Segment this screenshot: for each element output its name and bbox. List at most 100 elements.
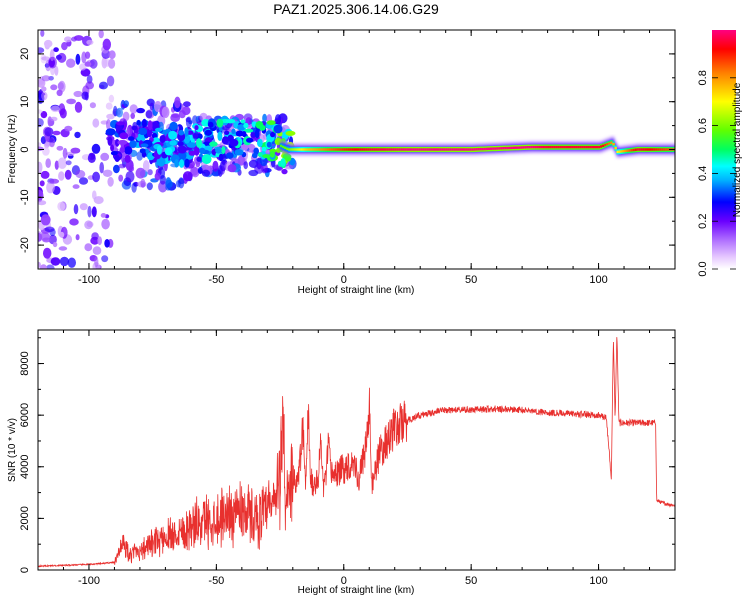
- ridge-core-segment: [618, 150, 621, 153]
- spectrogram-blob: [89, 59, 98, 69]
- ridge-core-segment: [653, 148, 656, 151]
- spectrogram-blob: [73, 204, 79, 215]
- ridge-core-segment: [459, 148, 462, 151]
- spectrogram-blob: [44, 127, 54, 137]
- ridge-core-segment: [408, 148, 411, 151]
- spectrogram-blob: [41, 56, 51, 61]
- spectrogram-blob: [190, 166, 199, 176]
- spectrogram-blob: [59, 108, 67, 119]
- ridge-core-segment: [647, 148, 650, 151]
- spectrogram-blob: [62, 147, 68, 159]
- ridge-core-segment: [608, 142, 611, 145]
- spectrogram-blob: [101, 218, 110, 230]
- ridge-core-segment: [640, 148, 644, 151]
- spectrogram-blob: [231, 128, 236, 134]
- spectrogram-blob: [81, 91, 89, 100]
- spectrogram-blob: [215, 146, 222, 154]
- ridge-core-segment: [314, 148, 318, 151]
- ridge-core-segment: [441, 148, 444, 151]
- ridge-core-segment: [292, 148, 295, 151]
- spectrogram-blob: [280, 158, 286, 167]
- spectrogram-blob: [285, 130, 296, 136]
- spectrogram-blob: [224, 130, 230, 135]
- spectrogram-blob: [251, 152, 258, 159]
- ridge-core-segment: [361, 148, 365, 151]
- ridge-core-segment: [463, 148, 466, 151]
- spectrogram-blob: [43, 39, 53, 48]
- snr-y-axis-label: SNR (10 * v/v): [7, 418, 18, 482]
- ridge-core-segment: [530, 145, 534, 149]
- spectrogram-blob: [188, 150, 196, 156]
- spectrogram-blob: [195, 161, 201, 168]
- spectrogram-blob: [273, 124, 283, 134]
- spectrogram-blob: [108, 58, 116, 69]
- spectrogram-blob: [217, 165, 223, 177]
- colorbar-ticks: 0.0 0.2 0.4 0.6 0.8: [697, 70, 736, 277]
- snr-frame: [37, 329, 676, 571]
- spectrogram-blob: [56, 145, 64, 151]
- spectrogram-blob: [140, 143, 149, 148]
- spectrogram-blob: [197, 167, 203, 174]
- ridge-core-segment: [373, 148, 377, 151]
- spectrogram-blob: [40, 214, 51, 226]
- spectrogram-blob: [147, 120, 153, 131]
- spectrogram-blob: [212, 160, 219, 172]
- ridge-core-segment: [435, 148, 438, 151]
- ridge-core-segment: [516, 146, 519, 149]
- x-tick-label: 100: [589, 274, 607, 286]
- spectrogram-blob: [58, 246, 68, 251]
- ridge-core-segment: [569, 145, 572, 149]
- spectrogram-blob: [262, 113, 267, 123]
- spectrogram-blob: [207, 121, 214, 128]
- spectrogram-blob: [53, 47, 59, 53]
- snr-x-ticks: -100 -50 0 50 100: [37, 330, 676, 587]
- spectrogram-blob: [50, 116, 58, 122]
- spectrogram-blob: [229, 139, 239, 147]
- spectrogram-blob: [243, 122, 249, 129]
- spectrogram-blob: [235, 130, 244, 137]
- ridge-core-segment: [571, 145, 575, 149]
- ridge-core-segment: [371, 148, 375, 151]
- y-tick-label: 20: [19, 48, 31, 60]
- ridge-core-segment: [294, 148, 297, 151]
- spectrogram-blob: [184, 127, 189, 137]
- spectrogram-blob: [145, 110, 153, 119]
- ridge-core-segment: [410, 148, 413, 151]
- ridge-core-segment: [612, 143, 615, 146]
- spectrogram-blob: [48, 56, 57, 69]
- ridge-core-segment: [445, 148, 448, 151]
- colorbar: 0.0 0.2 0.4 0.6 0.8 Normalized spectral ampl…: [697, 30, 743, 277]
- spectrogram-blob: [110, 151, 118, 156]
- spectrogram-blob: [81, 51, 87, 64]
- spectrogram-blob: [183, 134, 191, 144]
- ridge-core-segment: [288, 148, 291, 151]
- spectrogram-blob: [75, 53, 81, 65]
- ridge-core-segment: [404, 148, 407, 151]
- spectrogram-blob: [169, 121, 178, 131]
- x-tick-label: 50: [465, 575, 477, 587]
- ridge-core-segment: [504, 146, 507, 150]
- ridge-core-segment: [406, 148, 409, 151]
- ridge-core-segment: [543, 145, 546, 149]
- ridge-core-segment: [347, 148, 350, 151]
- spectrogram-blob: [117, 140, 128, 145]
- spectrogram-blob: [87, 205, 92, 218]
- ridge-core-segment: [426, 148, 430, 151]
- ridge-core-segment: [606, 143, 609, 146]
- ridge-core-segment: [306, 148, 310, 151]
- ridge-core-segment: [390, 148, 393, 151]
- spectrogram-blob: [217, 131, 223, 141]
- spectrogram-blob: [118, 163, 126, 169]
- y-tick-label: 8000: [19, 351, 31, 375]
- spectrogram-blob: [159, 135, 166, 144]
- spectrogram-blob: [154, 172, 161, 181]
- x-tick-label: -50: [208, 575, 224, 587]
- ridge-core-segment: [557, 145, 560, 149]
- spectrogram-blob: [138, 127, 148, 136]
- ridge-core-segment: [492, 147, 495, 150]
- spectrogram-blob: [218, 153, 224, 162]
- ridge-core-segment: [644, 148, 648, 151]
- ridge-core-segment: [528, 146, 532, 149]
- spectrogram-blob: [57, 201, 66, 211]
- ridge-core-segment: [545, 145, 548, 149]
